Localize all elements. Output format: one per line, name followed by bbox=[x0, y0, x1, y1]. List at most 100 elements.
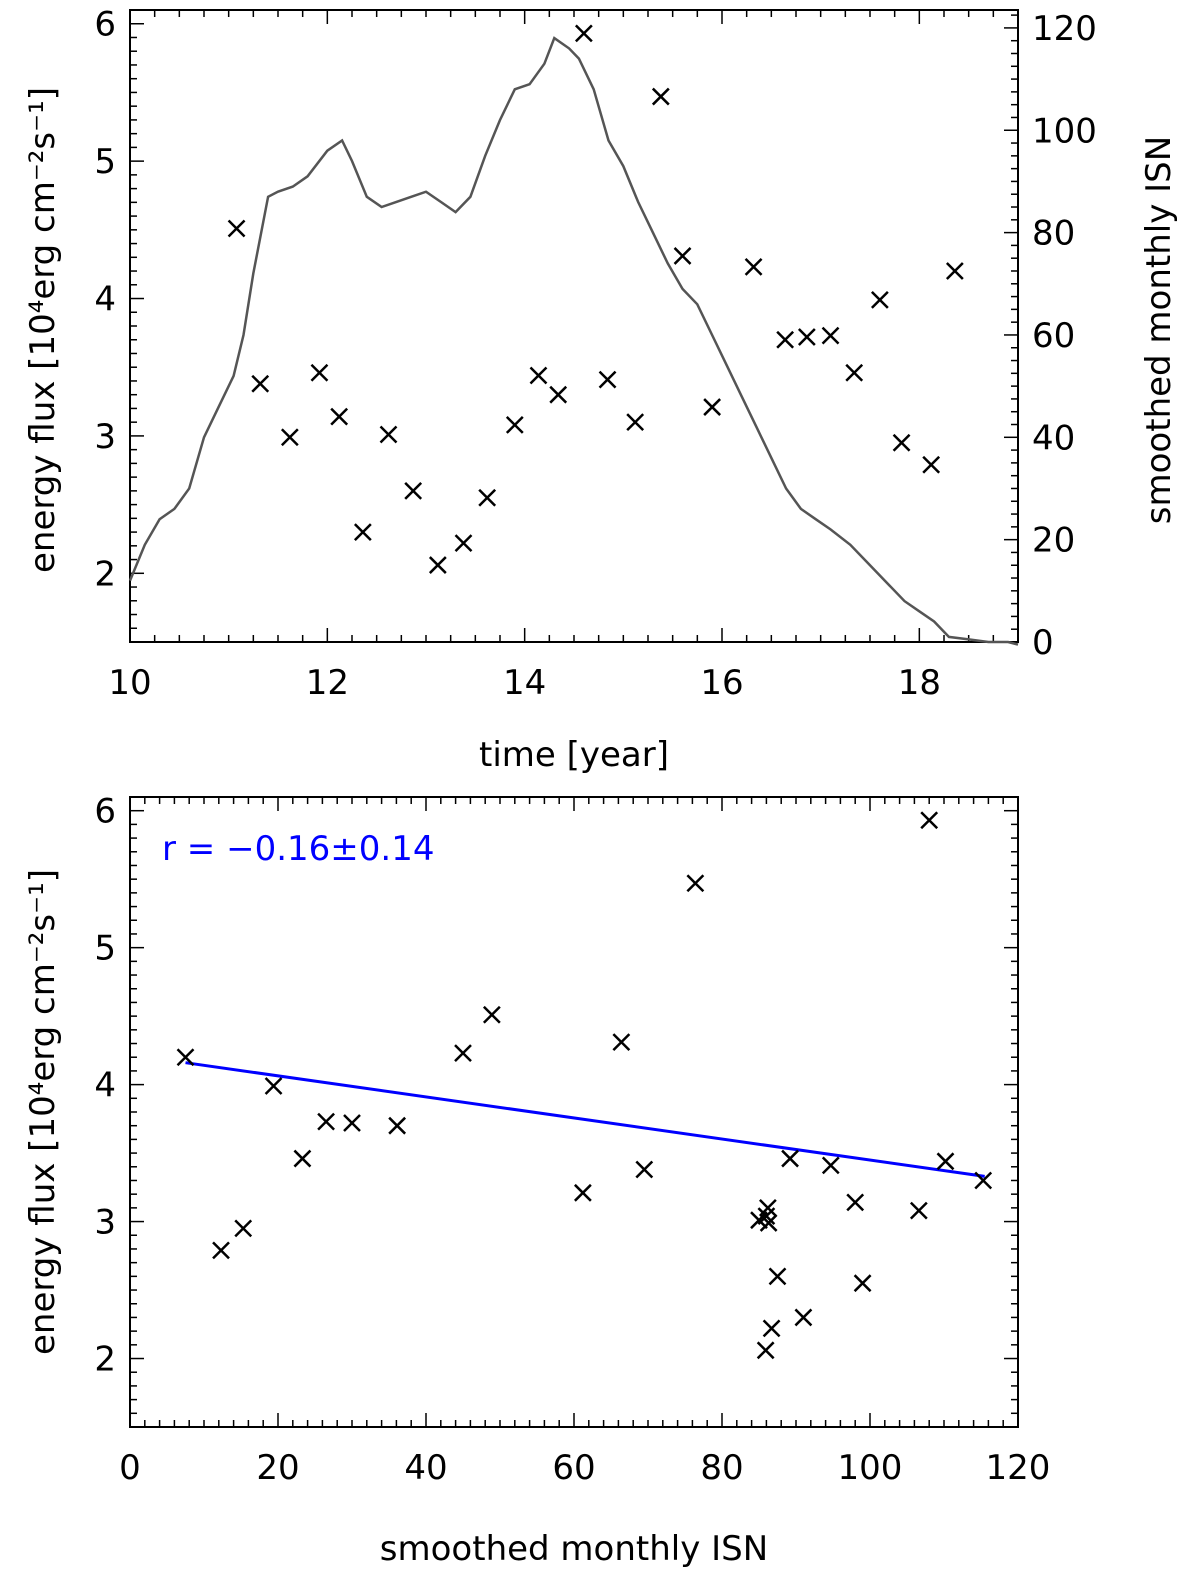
energy-flux-point bbox=[529, 366, 548, 385]
bottom-x-axis-title: smoothed monthly ISN bbox=[380, 1529, 768, 1569]
bottom-x-tick-label: 0 bbox=[119, 1448, 141, 1488]
flux-vs-isn-point bbox=[686, 874, 705, 893]
energy-flux-point bbox=[651, 87, 670, 106]
bottom-y-axis-title: energy flux [10⁴erg cm⁻²s⁻¹] bbox=[23, 869, 63, 1355]
energy-flux-point bbox=[845, 363, 864, 382]
flux-vs-isn-point bbox=[573, 1183, 592, 1202]
top-y-tick-label: 5 bbox=[94, 142, 116, 182]
top-y2-tick-label: 40 bbox=[1032, 418, 1075, 458]
energy-flux-point bbox=[945, 262, 964, 280]
energy-flux-point bbox=[703, 398, 722, 416]
energy-flux-point bbox=[310, 363, 329, 382]
energy-flux-point bbox=[478, 488, 497, 507]
top-isn-curve-layer bbox=[128, 36, 1019, 646]
flux-vs-isn-point bbox=[482, 1005, 501, 1024]
flux-vs-isn-point bbox=[234, 1219, 253, 1238]
flux-vs-isn-point bbox=[794, 1308, 813, 1327]
top-axis-ticks bbox=[129, 9, 1019, 643]
energy-flux-point bbox=[797, 328, 816, 346]
top-y2-tick-label: 20 bbox=[1032, 521, 1075, 561]
bottom-x-tick-label: 120 bbox=[986, 1448, 1051, 1488]
bottom-x-tick-label: 80 bbox=[700, 1448, 743, 1488]
bottom-scatter-layer bbox=[176, 811, 993, 1360]
energy-flux-point bbox=[428, 556, 447, 574]
energy-flux-point bbox=[251, 374, 270, 393]
top-x-tick-label: 16 bbox=[700, 663, 743, 703]
flux-vs-isn-point bbox=[974, 1171, 993, 1190]
bottom-axis-ticks bbox=[129, 796, 1019, 1428]
energy-flux-point bbox=[379, 425, 398, 444]
top-y-tick-label: 6 bbox=[94, 5, 116, 45]
bottom-fit-layer bbox=[185, 1061, 985, 1178]
energy-flux-point bbox=[870, 291, 889, 309]
top-y2-axis-title: smoothed monthly ISN bbox=[1139, 136, 1179, 524]
bottom-x-tick-label: 20 bbox=[256, 1448, 299, 1488]
top-x-tick-label: 14 bbox=[503, 663, 546, 703]
flux-vs-isn-point bbox=[176, 1048, 195, 1067]
energy-flux-point bbox=[922, 455, 941, 474]
flux-vs-isn-point bbox=[909, 1201, 928, 1220]
bottom-plot-frame bbox=[129, 796, 1019, 1428]
flux-vs-isn-point bbox=[758, 1198, 777, 1217]
top-y2-tick-label: 80 bbox=[1032, 214, 1075, 254]
top-x-tick-label: 18 bbox=[898, 663, 941, 703]
isn-curve bbox=[128, 36, 1019, 646]
top-y-axis-title: energy flux [10⁴erg cm⁻²s⁻¹] bbox=[23, 87, 63, 573]
flux-vs-isn-point bbox=[454, 1044, 472, 1062]
top-x-axis-title: time [year] bbox=[479, 735, 669, 775]
flux-vs-isn-point bbox=[762, 1319, 781, 1338]
top-scatter-layer bbox=[227, 24, 964, 574]
energy-flux-point bbox=[353, 523, 372, 541]
energy-flux-point bbox=[280, 428, 299, 447]
top-y2-tick-label: 120 bbox=[1032, 9, 1097, 49]
energy-flux-point bbox=[330, 407, 349, 426]
energy-flux-point bbox=[776, 330, 795, 349]
flux-vs-isn-point bbox=[756, 1341, 775, 1360]
energy-flux-point bbox=[227, 219, 246, 238]
top-y2-tick-label: 100 bbox=[1032, 111, 1097, 151]
flux-vs-isn-point bbox=[821, 1156, 840, 1175]
energy-flux-point bbox=[821, 326, 840, 345]
energy-flux-point bbox=[505, 416, 524, 434]
energy-flux-point bbox=[598, 370, 617, 389]
bottom-tick-labels: 0 20 40 60 80 100 120 2 3 4 5 6 bbox=[94, 792, 1050, 1488]
flux-vs-isn-point bbox=[936, 1152, 955, 1171]
bottom-y-tick-label: 4 bbox=[94, 1066, 116, 1106]
top-plot-frame bbox=[129, 9, 1019, 643]
flux-vs-isn-point bbox=[781, 1149, 799, 1168]
energy-flux-point bbox=[744, 258, 763, 276]
bottom-y-tick-label: 5 bbox=[94, 929, 116, 969]
flux-vs-isn-point bbox=[388, 1116, 407, 1135]
energy-flux-point bbox=[549, 385, 568, 404]
bottom-x-tick-label: 40 bbox=[404, 1448, 447, 1488]
flux-vs-isn-point bbox=[635, 1160, 654, 1179]
flux-vs-isn-point bbox=[612, 1033, 631, 1052]
fit-line bbox=[185, 1061, 985, 1178]
energy-flux-point bbox=[404, 481, 423, 500]
bottom-panel-correlation: 0 20 40 60 80 100 120 2 3 4 5 6 r = −0.16±0.14 smoo… bbox=[23, 792, 1050, 1569]
bottom-x-tick-label: 60 bbox=[552, 1448, 595, 1488]
flux-vs-isn-point bbox=[264, 1077, 283, 1095]
bottom-y-tick-label: 2 bbox=[94, 1340, 116, 1380]
energy-flux-point bbox=[892, 433, 911, 452]
top-y2-tick-label: 60 bbox=[1032, 316, 1075, 356]
energy-flux-point bbox=[626, 413, 645, 432]
top-x-tick-label: 10 bbox=[108, 663, 151, 703]
top-y-tick-label: 4 bbox=[94, 280, 116, 320]
correlation-annotation: r = −0.16±0.14 bbox=[162, 829, 434, 869]
flux-vs-isn-point bbox=[920, 811, 939, 830]
top-x-tick-label: 12 bbox=[306, 663, 349, 703]
flux-vs-isn-point bbox=[317, 1112, 335, 1131]
bottom-y-tick-label: 3 bbox=[94, 1203, 116, 1243]
flux-vs-isn-point bbox=[846, 1193, 865, 1212]
top-y2-tick-label: 0 bbox=[1032, 623, 1054, 663]
flux-vs-isn-point bbox=[212, 1241, 230, 1260]
bottom-x-tick-label: 100 bbox=[838, 1448, 903, 1488]
energy-flux-point bbox=[574, 24, 593, 43]
flux-vs-isn-point bbox=[343, 1114, 361, 1132]
bottom-y-tick-label: 6 bbox=[94, 792, 116, 832]
top-y-tick-label: 2 bbox=[94, 554, 116, 594]
